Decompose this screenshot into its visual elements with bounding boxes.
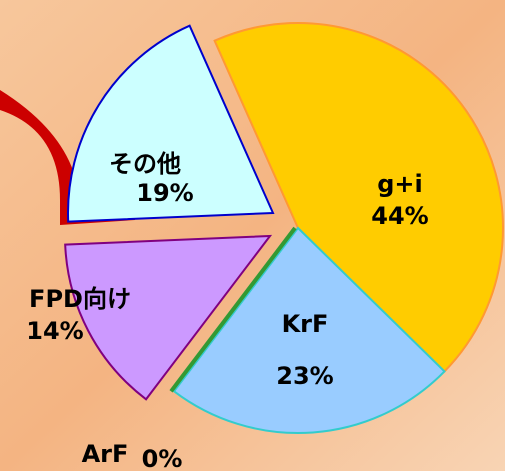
slice-name: ArF: [82, 440, 129, 468]
slice-name: その他: [109, 150, 181, 178]
slice-name: KrF: [282, 310, 329, 338]
slice-name: g+i: [377, 170, 423, 198]
slice-value: 44%: [371, 202, 428, 230]
slice-value: 19%: [136, 179, 193, 207]
pie-slice: [169, 226, 297, 393]
slice-name: FPD向け: [29, 285, 131, 313]
pie: [64, 22, 504, 434]
pie-slice: [64, 234, 273, 401]
pie-slice: [172, 226, 446, 434]
pie-slice: [67, 24, 275, 223]
pie-slice: [213, 22, 504, 373]
slice-value: 0%: [142, 445, 183, 471]
slice-value: 14%: [26, 317, 83, 345]
decoration-arc: [0, 90, 135, 225]
slice-value: 23%: [276, 362, 333, 390]
